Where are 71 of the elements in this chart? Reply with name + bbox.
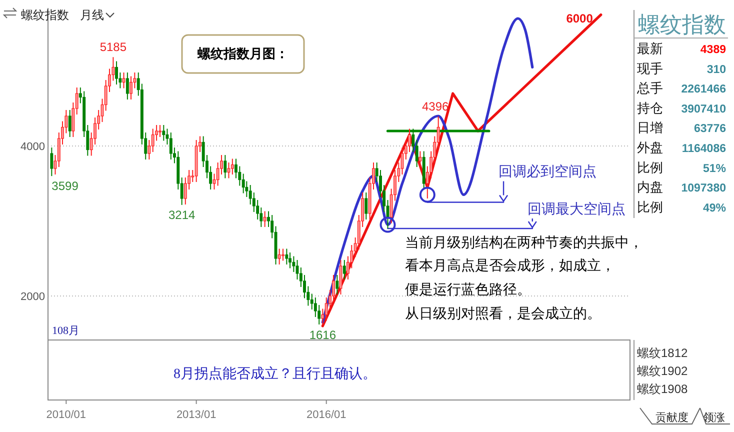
candlestick — [285, 248, 288, 265]
text: 8月拐点能否成立？且行且确认。 — [174, 366, 376, 382]
candlestick — [122, 72, 126, 89]
annotation: 6000 — [566, 12, 594, 26]
annotation: 3599 — [52, 179, 79, 194]
category-label: 最新 — [637, 41, 663, 56]
annotation: 螺纹指数月图： — [196, 46, 288, 61]
text: 3907410 — [681, 103, 726, 116]
category-label: 比例 — [637, 160, 663, 175]
category-label: 持仓 — [637, 100, 663, 116]
text: 1097380 — [681, 182, 726, 195]
candlestick — [115, 60, 118, 85]
text: 1164086 — [682, 143, 726, 155]
category-label: 现手 — [637, 60, 663, 76]
candlestick — [418, 150, 422, 168]
candlestick — [342, 259, 346, 280]
annotation: 看本月高点是否会成形，如成立， — [405, 258, 615, 274]
candlestick — [169, 132, 172, 160]
annotation: 从日级别对照看，是会成立的。 — [405, 306, 601, 322]
text: 螺纹1902 — [637, 364, 688, 378]
annotation: 3214 — [168, 208, 196, 222]
x-tick-label: 2016/01 — [306, 409, 346, 421]
text: 49% — [702, 202, 726, 214]
annotation: 4396 — [422, 99, 450, 114]
candlestick — [336, 274, 339, 295]
text: 2261466 — [681, 84, 726, 96]
candlestick — [364, 192, 368, 220]
chart-title: 螺纹指数 — [21, 8, 69, 22]
candlestick — [126, 72, 129, 100]
text: 51% — [702, 162, 726, 175]
candlestick — [242, 173, 245, 194]
x-tick-label: 2013/01 — [176, 409, 216, 421]
x-tick-label: 2010/01 — [46, 409, 86, 421]
candlestick — [224, 154, 227, 179]
candlestick — [50, 146, 54, 177]
y-tick-label: 2000 — [20, 290, 45, 303]
text: 领涨 — [703, 412, 725, 424]
annotation: 回调必到空间点 — [498, 164, 597, 180]
text: 螺纹指数 — [638, 13, 726, 38]
category-label: 外盘 — [637, 140, 663, 155]
annotation: 1616 — [309, 328, 336, 342]
text: 4389 — [700, 44, 726, 56]
category-label: 比例 — [637, 199, 663, 214]
candlestick — [263, 210, 266, 228]
annotation: 108月 — [52, 325, 80, 337]
category-label: 内盘 — [637, 180, 663, 195]
candlestick — [339, 259, 342, 295]
text: 310 — [706, 64, 726, 76]
category-label: 总手 — [636, 80, 663, 96]
text: 63776 — [694, 123, 726, 136]
category-label: 日增 — [637, 120, 663, 136]
candlestick — [151, 128, 154, 152]
chart-subtitle: 月线 — [80, 8, 104, 22]
annotation: 便是运行蓝色路径。 — [405, 282, 531, 298]
candlestick — [288, 252, 292, 269]
y-tick-label: 4000 — [20, 140, 45, 153]
candlestick — [282, 248, 284, 262]
annotation: 回调最大空间点 — [527, 201, 626, 218]
text: 贡献度 — [656, 411, 688, 424]
candlestick — [227, 162, 230, 179]
candlestick — [130, 76, 132, 100]
candlestick — [292, 256, 296, 272]
text: 螺纹1812 — [637, 346, 688, 360]
candlestick — [230, 158, 234, 175]
candlestick — [68, 109, 72, 138]
annotation: 当前月级别结构在两种节奏的共振中， — [405, 235, 643, 251]
candlestick — [278, 248, 281, 265]
candlestick — [162, 124, 166, 142]
annotation: 5185 — [100, 40, 127, 54]
text: 螺纹1908 — [637, 382, 688, 396]
candlestick — [158, 124, 162, 138]
